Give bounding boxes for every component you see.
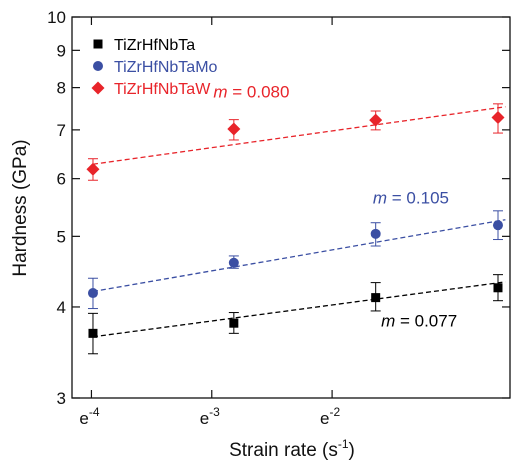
circle-marker [492, 220, 503, 231]
diamond-marker [369, 113, 383, 127]
fit-slope-label: m = 0.080 [213, 83, 289, 102]
fit-slope-symbol: m [373, 188, 387, 207]
legend-label: TiZrHfNbTaW [114, 81, 211, 98]
x-axis-title-superscript: -1 [338, 437, 349, 451]
x-axis-title-main: Strain rate (s [229, 440, 338, 461]
square-marker [493, 283, 503, 293]
legend-label: TiZrHfNbTa [114, 37, 195, 54]
circle-marker [87, 288, 98, 299]
legend: TiZrHfNbTa TiZrHfNbTaMo TiZrHfNbTaW [91, 37, 218, 98]
y-tick-label: 3 [57, 389, 66, 408]
diamond-marker [86, 162, 100, 176]
x-tick-label: e-2 [320, 405, 340, 428]
fit-line [92, 219, 506, 293]
fit-slope-symbol: m [213, 83, 227, 102]
legend-marker-diamond [91, 81, 105, 95]
diamond-marker [491, 110, 505, 124]
data-markers [86, 110, 505, 338]
fit-line [92, 281, 506, 338]
fit-slope-symbol: m [381, 312, 395, 331]
y-tick-label: 7 [57, 121, 66, 140]
x-axis-title: Strain rate (s-1) [229, 437, 355, 461]
fit-lines [92, 106, 506, 338]
y-tick-label: 5 [57, 227, 66, 246]
x-tick-base: e [79, 409, 88, 428]
circle-marker [228, 257, 239, 268]
fit-slope-value: = 0.077 [395, 312, 457, 331]
x-tick-base: e [200, 409, 209, 428]
diamond-marker [227, 122, 241, 136]
fit-slope-value: = 0.080 [228, 83, 290, 102]
y-axis-title: Hardness (GPa) [10, 139, 31, 276]
circle-marker [370, 228, 381, 239]
x-tick-base: e [320, 409, 329, 428]
x-tick-label: e-3 [200, 405, 220, 428]
square-marker [371, 293, 381, 303]
x-tick-exponent: -3 [209, 405, 220, 419]
x-tick-exponent: -2 [329, 405, 340, 419]
y-tick-label: 9 [57, 41, 66, 60]
x-tick-exponent: -4 [89, 405, 100, 419]
square-marker [88, 328, 98, 338]
x-tick-label: e-4 [79, 405, 99, 428]
plot-frame [71, 16, 511, 399]
fit-slope-value: = 0.105 [387, 188, 449, 207]
square-marker [229, 318, 239, 328]
legend-label: TiZrHfNbTaMo [114, 59, 218, 76]
y-tick-label: 6 [57, 170, 66, 189]
y-tick-label: 10 [47, 8, 66, 27]
y-tick-label: 8 [57, 79, 66, 98]
legend-marker-square [93, 39, 103, 49]
x-axis-title-end: ) [349, 440, 355, 461]
legend-marker-circle [93, 61, 103, 71]
fit-slope-label: m = 0.077 [381, 312, 457, 331]
y-tick-label: 4 [57, 298, 66, 317]
fit-line [92, 106, 506, 165]
fit-slope-label: m = 0.105 [373, 188, 449, 207]
